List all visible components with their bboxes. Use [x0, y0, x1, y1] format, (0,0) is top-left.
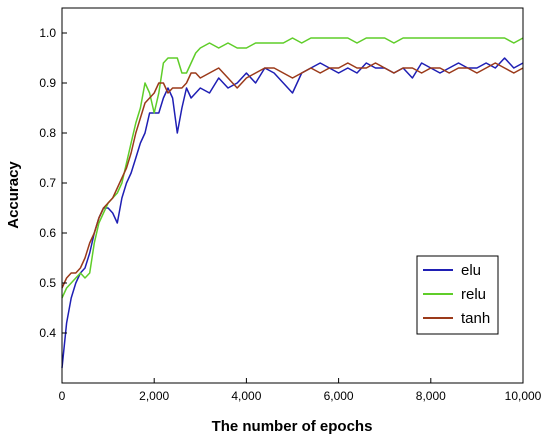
legend-label-relu: relu	[461, 286, 486, 303]
y-tick-label: 0.4	[39, 326, 56, 340]
y-tick-label: 0.7	[39, 176, 56, 190]
legend-label-elu: elu	[461, 262, 481, 279]
series-line-tanh	[61, 62, 524, 289]
y-axis: 0.4 0.5 0.6 0.7 0.8 0.9 1.0	[39, 26, 67, 340]
x-axis-title: The number of epochs	[212, 418, 373, 435]
legend-label-tanh: tanh	[461, 310, 490, 327]
x-tick-label: 8,000	[416, 389, 446, 403]
x-tick-label: 10,000	[505, 389, 542, 403]
x-tick-label: 6,000	[324, 389, 354, 403]
x-tick-label: 2,000	[139, 389, 169, 403]
legend: elu relu tanh	[416, 255, 499, 335]
y-tick-label: 0.9	[39, 76, 56, 90]
y-tick-label: 0.8	[39, 126, 56, 140]
y-tick-label: 0.6	[39, 226, 56, 240]
series-line-elu	[61, 57, 524, 369]
x-axis: 0 2,000 4,000 6,000 8,000 10,000	[59, 378, 542, 403]
plot-frame	[61, 7, 524, 384]
y-tick-label: 1.0	[39, 26, 56, 40]
chart-marks	[61, 37, 524, 369]
x-tick-label: 0	[59, 389, 66, 403]
y-axis-title: Accuracy	[5, 161, 22, 229]
x-tick-label: 4,000	[231, 389, 261, 403]
y-tick-label: 0.5	[39, 276, 56, 290]
